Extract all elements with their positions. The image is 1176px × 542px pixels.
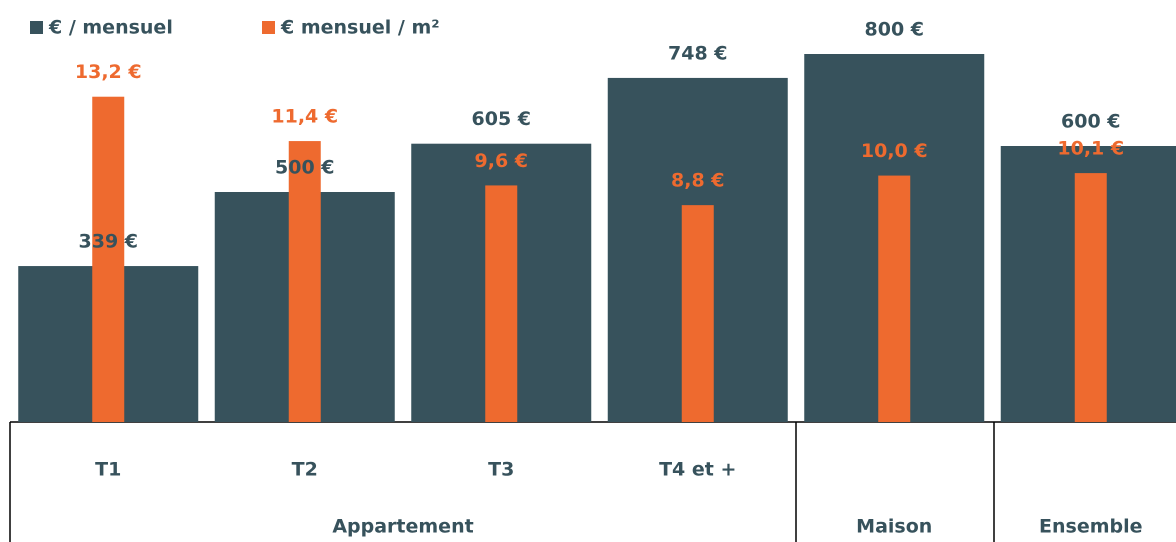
value-label: 339 € — [79, 231, 139, 253]
value-label: 600 € — [1061, 111, 1121, 133]
legend-swatch — [30, 21, 43, 34]
bar-per-m2 — [92, 96, 125, 422]
x-tick-label: T4 et + — [659, 459, 736, 481]
legend-label: € / mensuel — [48, 17, 173, 39]
value-label: 500 € — [275, 157, 335, 179]
table-frame — [9, 421, 1176, 542]
value-label: 9,6 € — [475, 150, 529, 172]
value-label: 8,8 € — [671, 170, 725, 192]
bar-per-m2 — [288, 141, 321, 423]
x-tick-label: T3 — [488, 459, 514, 481]
value-label: 10,0 € — [861, 140, 928, 162]
group-label: Appartement — [332, 516, 473, 538]
value-label: 10,1 € — [1057, 138, 1124, 160]
value-label: 748 € — [668, 42, 728, 64]
group-label: Maison — [856, 516, 932, 538]
legend-label: € mensuel / m² — [280, 17, 440, 39]
value-label: 13,2 € — [75, 61, 142, 83]
value-label: 605 € — [472, 108, 532, 130]
x-tick-label: T2 — [292, 459, 318, 481]
bar-per-m2 — [485, 185, 518, 422]
value-label: 800 € — [865, 19, 925, 41]
bar-per-m2 — [681, 205, 714, 422]
bar-per-m2 — [878, 175, 911, 422]
legend-swatch — [262, 21, 275, 34]
group-label: Ensemble — [1039, 516, 1143, 538]
value-label: 11,4 € — [271, 106, 338, 128]
bar-per-m2 — [1074, 173, 1107, 422]
x-tick-label: T1 — [95, 459, 121, 481]
